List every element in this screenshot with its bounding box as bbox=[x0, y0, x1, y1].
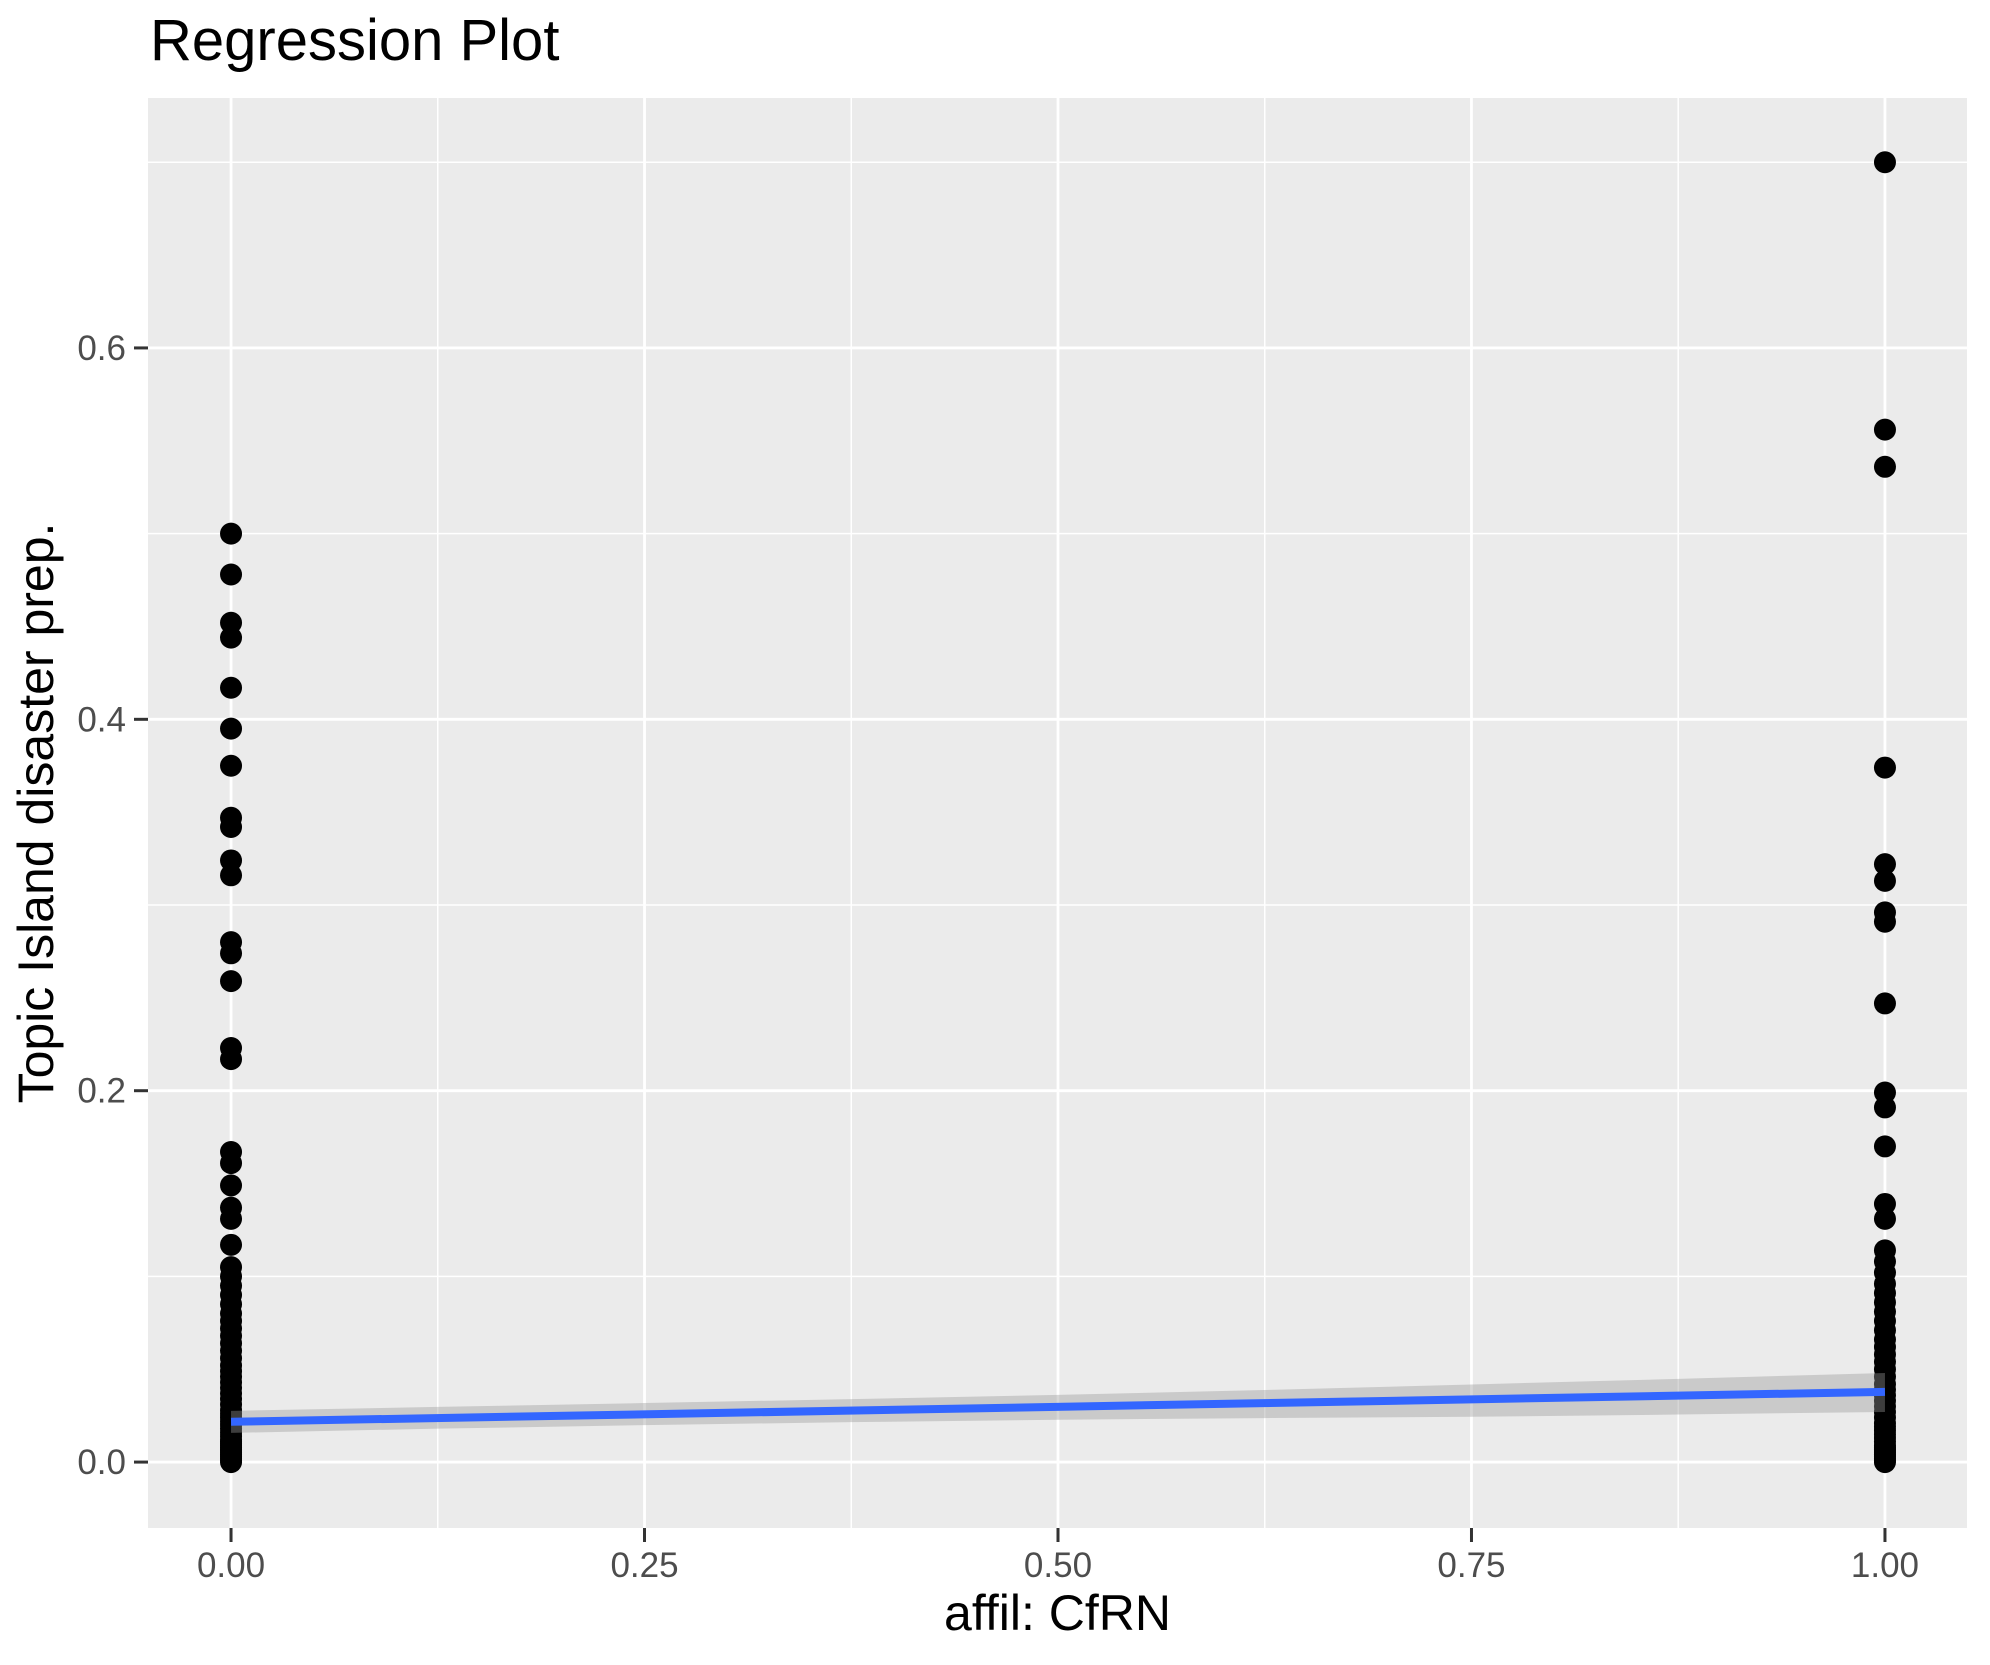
data-point bbox=[220, 676, 243, 699]
data-point bbox=[1873, 853, 1896, 876]
data-point bbox=[220, 1152, 243, 1175]
data-point bbox=[220, 563, 243, 586]
x-tick-label: 1.00 bbox=[1851, 1546, 1919, 1585]
data-point bbox=[1873, 756, 1896, 779]
data-point bbox=[220, 864, 243, 887]
x-tick-label: 0.00 bbox=[197, 1546, 265, 1585]
data-point bbox=[220, 1451, 243, 1474]
x-axis-title: affil: CfRN bbox=[944, 1585, 1171, 1641]
data-point bbox=[220, 970, 243, 993]
x-tick-label: 0.75 bbox=[1437, 1546, 1505, 1585]
data-point bbox=[1873, 1451, 1896, 1474]
y-tick-label: 0.0 bbox=[77, 1443, 126, 1482]
data-point bbox=[220, 1233, 243, 1256]
data-point bbox=[220, 1207, 243, 1230]
data-point bbox=[1873, 992, 1896, 1015]
data-point bbox=[1873, 1207, 1896, 1230]
data-point bbox=[220, 754, 243, 777]
plot-title: Regression Plot bbox=[150, 8, 560, 73]
x-tick-label: 0.25 bbox=[610, 1546, 678, 1585]
data-point bbox=[220, 1174, 243, 1197]
y-tick-label: 0.2 bbox=[77, 1072, 126, 1111]
y-tick-label: 0.6 bbox=[77, 329, 126, 368]
data-point bbox=[220, 1048, 243, 1071]
data-point bbox=[220, 816, 243, 839]
data-point bbox=[220, 522, 243, 545]
data-point bbox=[1873, 151, 1896, 174]
y-axis-title: Topic Island disaster prep. bbox=[8, 522, 64, 1104]
data-point bbox=[220, 626, 243, 649]
data-point bbox=[1873, 418, 1896, 441]
data-point bbox=[220, 717, 243, 740]
data-point bbox=[220, 942, 243, 965]
x-tick-label: 0.50 bbox=[1024, 1546, 1092, 1585]
data-point bbox=[1873, 1135, 1896, 1158]
data-point bbox=[1873, 910, 1896, 933]
data-point bbox=[1873, 869, 1896, 892]
y-tick-label: 0.4 bbox=[77, 700, 126, 739]
data-point bbox=[1873, 455, 1896, 478]
regression-line bbox=[230, 1387, 1886, 1426]
data-point bbox=[1873, 1096, 1896, 1119]
